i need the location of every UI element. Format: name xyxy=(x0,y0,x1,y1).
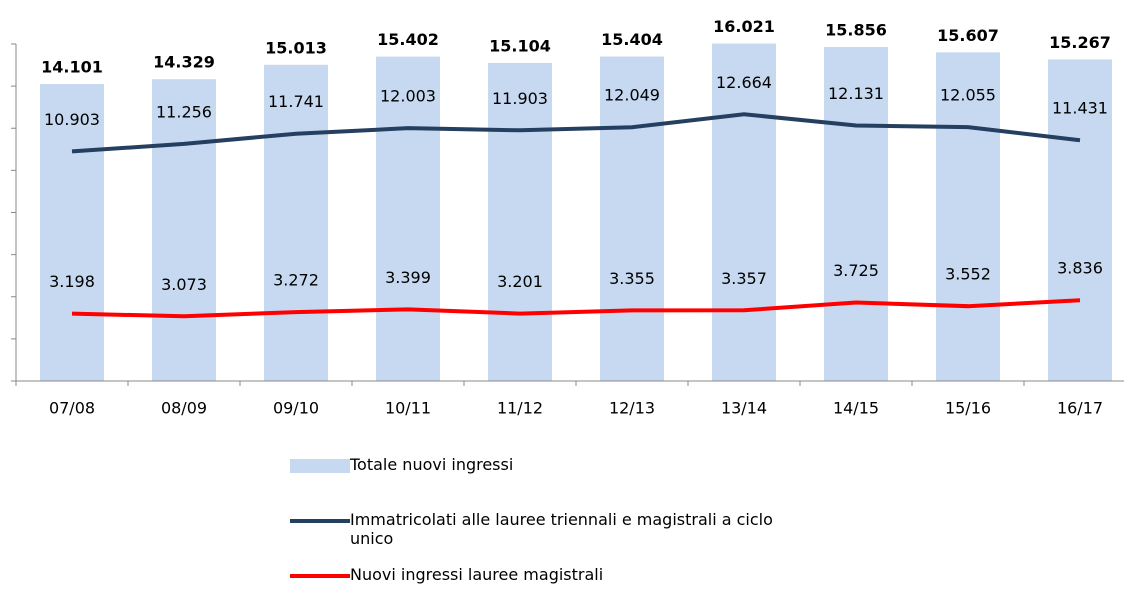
bar-label: 15.402 xyxy=(377,30,439,49)
bar xyxy=(1048,59,1112,381)
line-label: 12.664 xyxy=(716,73,772,92)
line-label: 12.055 xyxy=(940,86,996,105)
legend-label: Totale nuovi ingressi xyxy=(350,455,514,474)
bar xyxy=(936,52,1000,382)
legend-item: Totale nuovi ingressi xyxy=(290,455,820,474)
line-label: 3.355 xyxy=(609,269,655,288)
line-label: 3.073 xyxy=(161,275,207,294)
bar-label: 16.021 xyxy=(713,17,775,36)
x-tick-label: 07/08 xyxy=(49,399,95,418)
line-label: 10.903 xyxy=(44,110,100,129)
line-label: 3.552 xyxy=(945,265,991,284)
line-label: 12.003 xyxy=(380,87,436,106)
legend-swatch xyxy=(290,459,350,473)
line-label: 3.198 xyxy=(49,272,95,291)
bar-label: 15.607 xyxy=(937,26,999,45)
line-label: 3.272 xyxy=(273,271,319,290)
x-tick-label: 15/16 xyxy=(945,399,991,418)
bar-label: 15.104 xyxy=(489,36,551,55)
bar-label: 15.013 xyxy=(265,38,327,57)
x-tick-label: 09/10 xyxy=(273,399,319,418)
legend-label: Nuovi ingressi lauree magistrali xyxy=(350,565,604,584)
bar xyxy=(40,83,104,382)
bar xyxy=(712,43,776,382)
x-tick-label: 16/17 xyxy=(1057,399,1103,418)
bar xyxy=(600,56,664,381)
line xyxy=(71,298,1081,319)
legend-swatch xyxy=(290,574,350,578)
line-label: 12.131 xyxy=(828,84,884,103)
bar-label: 15.856 xyxy=(825,21,887,40)
x-tick-label: 10/11 xyxy=(385,399,431,418)
legend-item: Nuovi ingressi lauree magistrali xyxy=(290,565,820,584)
line-label: 11.741 xyxy=(268,92,324,111)
x-tick-label: 13/14 xyxy=(721,399,767,418)
bar-label: 14.329 xyxy=(153,53,215,72)
bar xyxy=(152,79,216,381)
line-label: 3.399 xyxy=(385,268,431,287)
x-tick-label: 14/15 xyxy=(833,399,879,418)
line-label: 3.836 xyxy=(1057,259,1103,278)
legend-swatch xyxy=(290,519,350,523)
bar xyxy=(488,62,552,381)
x-tick-label: 12/13 xyxy=(609,399,655,418)
x-tick-label: 08/09 xyxy=(161,399,207,418)
line-label: 3.725 xyxy=(833,261,879,280)
bar xyxy=(376,56,440,382)
legend-label: Immatricolati alle lauree triennali e ma… xyxy=(350,510,773,548)
line-label: 3.357 xyxy=(721,269,767,288)
legend-item: Immatricolati alle lauree triennali e ma… xyxy=(290,510,820,548)
line-label: 11.256 xyxy=(156,102,212,121)
chart: 07/08 08/09 09/10 10/11 11/12 12/13 13/14 14/15… xyxy=(11,17,1124,418)
bar-label: 15.404 xyxy=(601,30,663,49)
bar xyxy=(264,64,328,381)
x-tick-label: 11/12 xyxy=(497,399,543,418)
line-label: 3.201 xyxy=(497,272,543,291)
line-label: 11.903 xyxy=(492,89,548,108)
line xyxy=(71,112,1081,154)
bar-label: 15.267 xyxy=(1049,33,1111,52)
line-label: 12.049 xyxy=(604,86,660,105)
bar-label: 14.101 xyxy=(41,57,103,76)
bar xyxy=(824,47,888,382)
line-label: 11.431 xyxy=(1052,99,1108,118)
